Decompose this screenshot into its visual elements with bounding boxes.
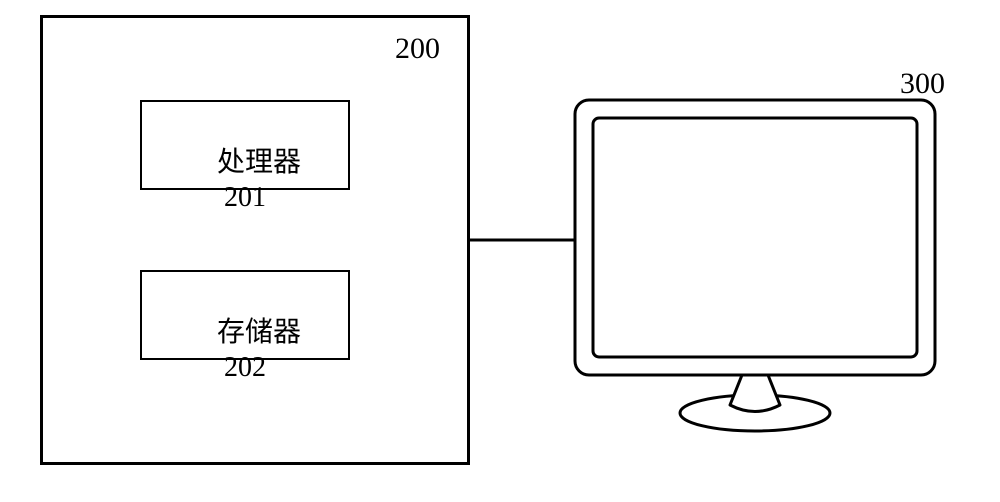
diagram-canvas: 200 处理器201 存储器202 300 (0, 0, 1000, 502)
monitor-icon (0, 0, 1000, 502)
